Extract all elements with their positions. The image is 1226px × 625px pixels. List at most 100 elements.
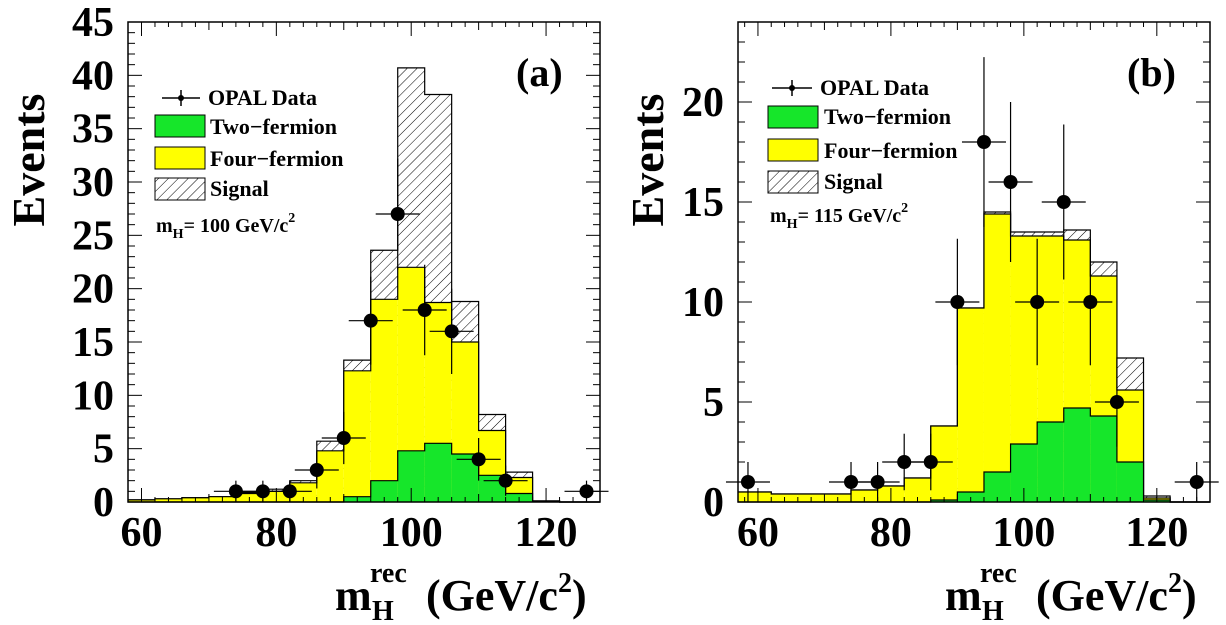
legend: OPAL Data Two−fermion Four−fermion Signa… (154, 85, 344, 242)
y-tick-label: 25 (72, 213, 114, 259)
histogram-bar-four-fermion-total (851, 490, 878, 502)
x-tick-label: 80 (255, 510, 297, 556)
legend-label-signal: Signal (210, 176, 269, 201)
y-tick-label: 30 (72, 160, 114, 206)
data-point (976, 135, 991, 149)
x-tick-label: 60 (120, 510, 162, 556)
axes: 60 80 100 120 0 5 10 15 20 25 30 35 40 45 (72, 0, 601, 556)
legend-label-four-fermion: Four−fermion (824, 138, 958, 163)
legend-swatch-two-fermion (767, 105, 819, 129)
data-point (950, 295, 965, 309)
data-point (498, 473, 513, 488)
panel-label: (b) (1127, 50, 1176, 95)
y-tick-label: 10 (682, 280, 724, 326)
legend-data-marker (789, 85, 795, 91)
legend-swatch-two-fermion (154, 114, 206, 138)
y-tick-label: 40 (72, 53, 114, 99)
histogram-bar-two-fermion (1037, 422, 1064, 502)
y-tick-label: 20 (682, 80, 724, 126)
histogram-bar-four-fermion-total (370, 299, 398, 502)
histogram-bar-two-fermion (370, 480, 398, 502)
data-point (740, 475, 755, 489)
x-axis-label: m (335, 571, 372, 620)
y-axis-label: Events (3, 94, 54, 227)
x-tick-label: 100 (380, 510, 443, 556)
legend-label-signal: Signal (824, 169, 883, 194)
legend-swatch-four-fermion (154, 146, 206, 170)
x-tick-label: 80 (870, 510, 912, 556)
data-point (471, 452, 486, 467)
data-point (1083, 295, 1098, 309)
data-point (390, 207, 405, 221)
chart-panel-b: Events (b) OPAL Data Two−fermion Four−fe… (622, 21, 1219, 625)
data-point (1109, 395, 1124, 409)
data-point (228, 484, 243, 499)
data-point (1030, 295, 1045, 309)
x-tick-label: 120 (1125, 510, 1188, 556)
data-point (336, 431, 351, 445)
y-tick-label: 15 (72, 320, 114, 366)
histogram-bar-two-fermion (1090, 416, 1117, 502)
y-tick-label: 35 (72, 107, 114, 153)
data-point (282, 484, 297, 499)
x-axis-label-superscript: rec (370, 558, 407, 589)
y-axis-label: Events (622, 94, 673, 227)
data-point (1003, 175, 1018, 189)
histogram-bar-two-fermion (424, 443, 452, 502)
x-axis-label: m (945, 571, 982, 620)
x-tick-label: 120 (515, 510, 578, 556)
legend-mass-hypothesis: mH= 100 GeV/c2 (156, 211, 295, 242)
data-point (444, 324, 459, 339)
y-tick-label: 5 (93, 427, 114, 473)
data-point (1189, 475, 1204, 489)
histogram-area (128, 67, 609, 503)
data-point (897, 455, 912, 469)
histogram-bar-four-fermion-total (316, 450, 344, 502)
legend-label-four-fermion: Four−fermion (210, 146, 344, 171)
y-tick-label: 45 (72, 0, 114, 46)
data-point (417, 303, 432, 317)
legend-mass-hypothesis: mH= 115 GeV/c2 (770, 201, 908, 232)
y-tick-label: 10 (72, 373, 114, 419)
legend-swatch-four-fermion (767, 138, 819, 162)
data-point (1056, 195, 1071, 209)
x-axis-label-superscript: rec (980, 558, 1017, 589)
data-point (363, 313, 378, 328)
legend: OPAL Data Two−fermion Four−fermion Signa… (767, 75, 958, 232)
x-axis-label-unit: (GeV/c2) (426, 568, 587, 620)
chart-panel-a: Events (a) OPAL Data Two−fermion Four−fe… (3, 0, 609, 625)
y-tick-label: 20 (72, 267, 114, 313)
histogram-bar-four-fermion-total (957, 308, 984, 502)
y-tick-label: 5 (703, 380, 724, 426)
legend-swatch-signal (767, 170, 819, 194)
y-tick-label: 15 (682, 180, 724, 226)
legend-label-data: OPAL Data (208, 85, 317, 110)
data-point (255, 484, 270, 499)
legend-label-two-fermion: Two−fermion (210, 114, 337, 139)
x-axis-label-subscript: H (982, 596, 1004, 625)
legend-label-data: OPAL Data (820, 75, 929, 100)
histogram-bar-two-fermion (1116, 462, 1144, 502)
x-axis-label-unit: (GeV/c2) (1036, 568, 1197, 620)
x-tick-label: 100 (992, 510, 1055, 556)
plot-frame (127, 21, 601, 503)
legend-label-two-fermion: Two−fermion (824, 104, 951, 129)
axes: 60 80 100 120 0 5 10 15 20 (682, 21, 1211, 556)
histogram-bar-two-fermion (1063, 408, 1091, 502)
y-tick-label: 0 (703, 480, 724, 526)
histogram-bar-four-fermion-total (738, 492, 772, 502)
legend-swatch-signal (154, 177, 206, 201)
data-point (309, 463, 324, 477)
legend-data-marker (178, 95, 184, 101)
x-axis-label-subscript: H (372, 596, 394, 625)
x-tick-label: 60 (737, 510, 779, 556)
histogram-bar-four-fermion-total (983, 214, 1011, 502)
data-point (923, 455, 938, 469)
panel-label: (a) (516, 50, 563, 95)
data-point (870, 475, 885, 489)
y-tick-label: 0 (93, 480, 114, 526)
histogram-bar-four-fermion-total (289, 482, 317, 502)
data-point (844, 475, 859, 489)
histogram-area (725, 57, 1219, 503)
